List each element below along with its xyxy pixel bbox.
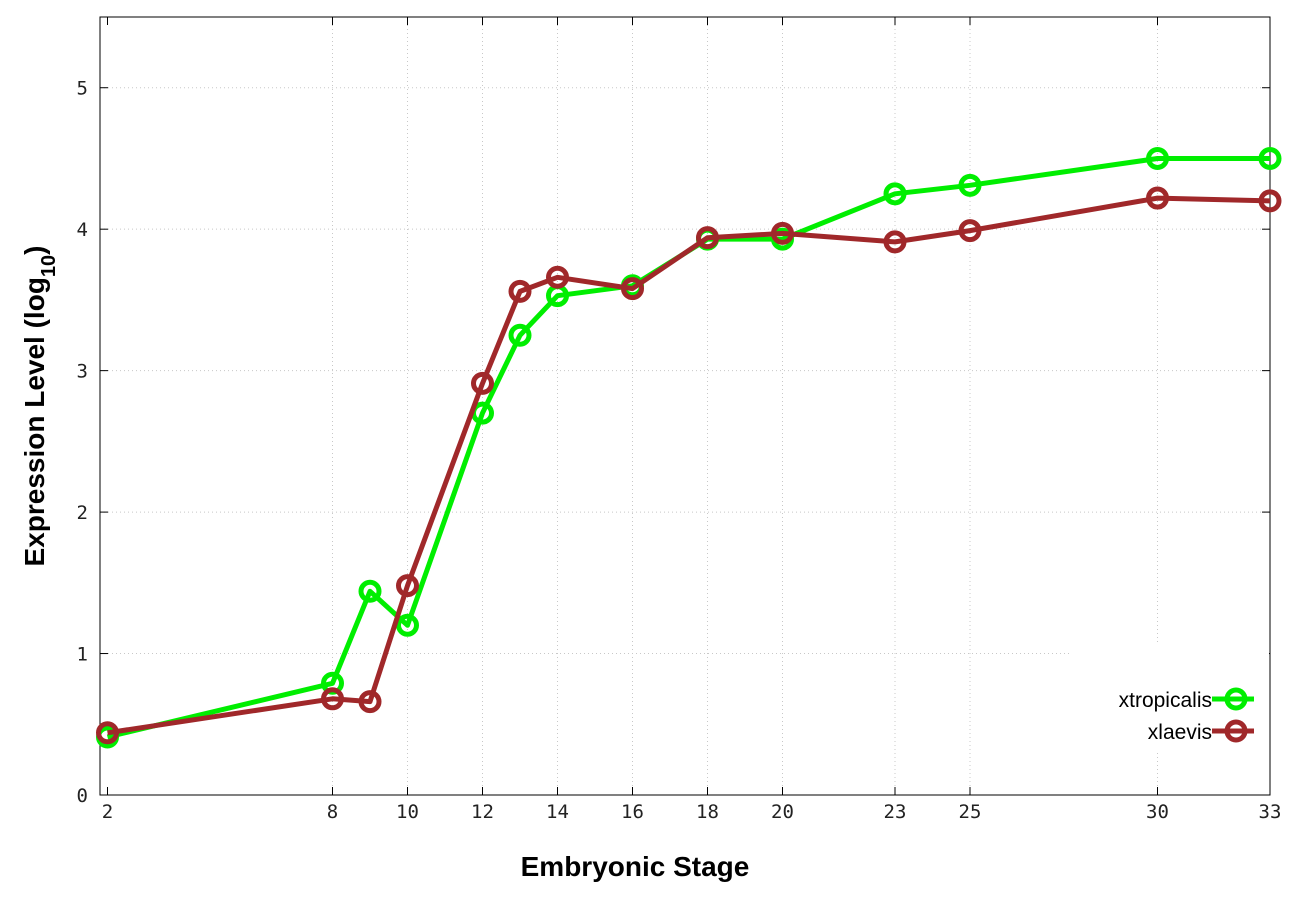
data-point-xlaevis (321, 687, 344, 711)
y-axis-title: Expression Level (log10) (19, 246, 60, 567)
data-point-xlaevis (958, 219, 982, 243)
data-point-xlaevis (771, 221, 794, 245)
x-tick-label: 18 (696, 801, 719, 823)
data-point-xlaevis (508, 279, 532, 303)
x-tick-label: 33 (1259, 801, 1282, 823)
x-tick-label: 14 (546, 801, 569, 823)
data-point-xlaevis (1146, 186, 1169, 210)
data-point-xlaevis (696, 226, 719, 250)
data-point-xtropicalis (1146, 146, 1169, 170)
x-tick-label: 8 (327, 801, 338, 823)
legend-label: xtropicalis (1119, 689, 1212, 712)
data-point-xlaevis (396, 574, 419, 598)
x-tick-label: 2 (102, 801, 113, 823)
x-tick-label: 12 (471, 801, 494, 823)
x-tick-label: 20 (771, 801, 794, 823)
y-tick-label: 4 (77, 219, 88, 241)
data-point-xlaevis (621, 277, 644, 301)
plot-frame (99, 16, 1271, 796)
data-point-xtropicalis (958, 173, 982, 197)
data-point-xlaevis (883, 230, 907, 254)
y-tick-label: 0 (77, 785, 88, 807)
data-point-xtropicalis (508, 323, 532, 347)
x-tick-label: 16 (621, 801, 644, 823)
legend-swatch-marker (1224, 719, 1248, 743)
series-xlaevis (96, 186, 1282, 745)
y-tick-label: 5 (77, 78, 88, 100)
data-point-xlaevis (546, 265, 569, 289)
x-tick-label: 30 (1146, 801, 1169, 823)
y-tick-label: 2 (77, 502, 88, 524)
data-point-xlaevis (358, 690, 382, 714)
data-point-xlaevis (96, 721, 119, 745)
legend-label: xlaevis (1148, 721, 1212, 744)
y-tick-label: 3 (77, 361, 88, 383)
y-axis-title-close: ) (19, 246, 50, 255)
y-axis-title-subscript: 10 (38, 255, 60, 277)
data-point-xlaevis (471, 371, 494, 395)
data-point-xlaevis (1258, 189, 1282, 213)
series (96, 146, 1282, 749)
x-tick-label: 25 (959, 801, 982, 823)
x-tick-label: 10 (396, 801, 419, 823)
data-point-xtropicalis (396, 613, 419, 637)
data-point-xtropicalis (1258, 146, 1282, 170)
data-point-xtropicalis (883, 182, 907, 206)
legend: xtropicalis xlaevis (1072, 643, 1269, 753)
data-point-xtropicalis (358, 579, 382, 603)
y-axis-title-main: Expression Level (log (19, 277, 50, 566)
series-line-xlaevis (107, 195, 1271, 736)
x-tick-label: 23 (884, 801, 907, 823)
legend-swatch-marker (1224, 687, 1248, 711)
x-axis-title: Embryonic Stage (521, 851, 750, 882)
y-tick-label: 1 (77, 644, 88, 666)
